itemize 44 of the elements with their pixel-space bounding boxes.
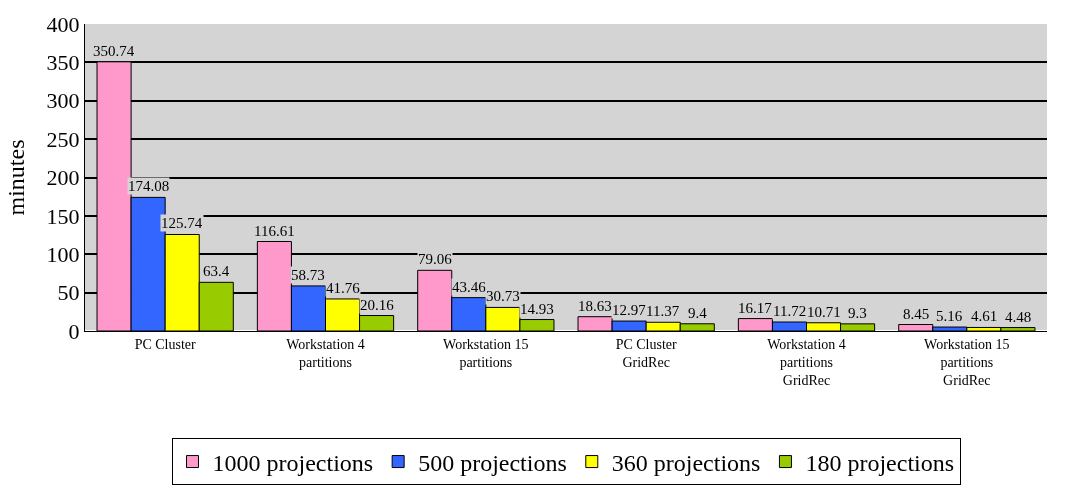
- data-label: 20.16: [360, 297, 395, 313]
- data-label: 12.97: [612, 302, 647, 318]
- data-label: 63.4: [203, 263, 230, 279]
- data-label: 41.76: [326, 280, 361, 296]
- data-label: 16.17: [738, 300, 773, 316]
- data-label: 125.74: [161, 215, 203, 231]
- data-label: 9.4: [688, 305, 708, 321]
- data-label: 30.73: [486, 288, 520, 304]
- data-label: 11.37: [646, 303, 680, 319]
- data-label: 4.61: [971, 308, 998, 324]
- data-label: 174.08: [128, 178, 170, 194]
- data-label: 11.72: [773, 303, 807, 319]
- y-tick-label: 50: [57, 280, 80, 306]
- data-label: 43.46: [452, 279, 487, 295]
- x-tick-label: PC Cluster: [134, 336, 197, 352]
- y-tick-label: 300: [46, 88, 80, 114]
- data-label: 116.61: [254, 223, 295, 239]
- data-label: 14.93: [520, 301, 554, 317]
- legend-label: 360 projections: [611, 449, 761, 476]
- x-tick-label: Workstation 15 partitions GridRec: [924, 336, 1010, 389]
- y-tick-label: 400: [46, 11, 80, 37]
- y-axis-title: minutes: [2, 139, 29, 216]
- data-label: 18.63: [578, 298, 612, 314]
- legend-label: 180 projections: [805, 449, 955, 476]
- x-tick-label: PC Cluster GridRec: [615, 336, 678, 370]
- data-label: 5.16: [936, 308, 963, 324]
- data-label: 58.73: [291, 267, 325, 283]
- data-label: 8.45: [903, 306, 930, 322]
- y-tick-label: 350: [46, 50, 80, 76]
- data-label: 79.06: [418, 251, 453, 267]
- x-tick-label: Workstation 4 partitions GridRec: [767, 336, 846, 389]
- x-tick-label: Workstation 4 partitions: [286, 336, 365, 370]
- legend-label: 500 projections: [418, 449, 567, 476]
- data-label: 10.71: [807, 304, 841, 320]
- y-tick-label: 100: [46, 241, 80, 267]
- legend-label: 1000 projections: [212, 449, 374, 476]
- x-tick-label: Workstation 15 partitions: [443, 336, 529, 370]
- y-tick-label: 150: [46, 203, 80, 229]
- data-label: 4.48: [1005, 309, 1032, 325]
- y-tick-label: 0: [68, 318, 80, 344]
- data-label: 9.3: [848, 305, 867, 321]
- y-tick-label: 200: [46, 165, 80, 191]
- data-label: 350.74: [93, 43, 135, 59]
- y-tick-label: 250: [46, 126, 80, 152]
